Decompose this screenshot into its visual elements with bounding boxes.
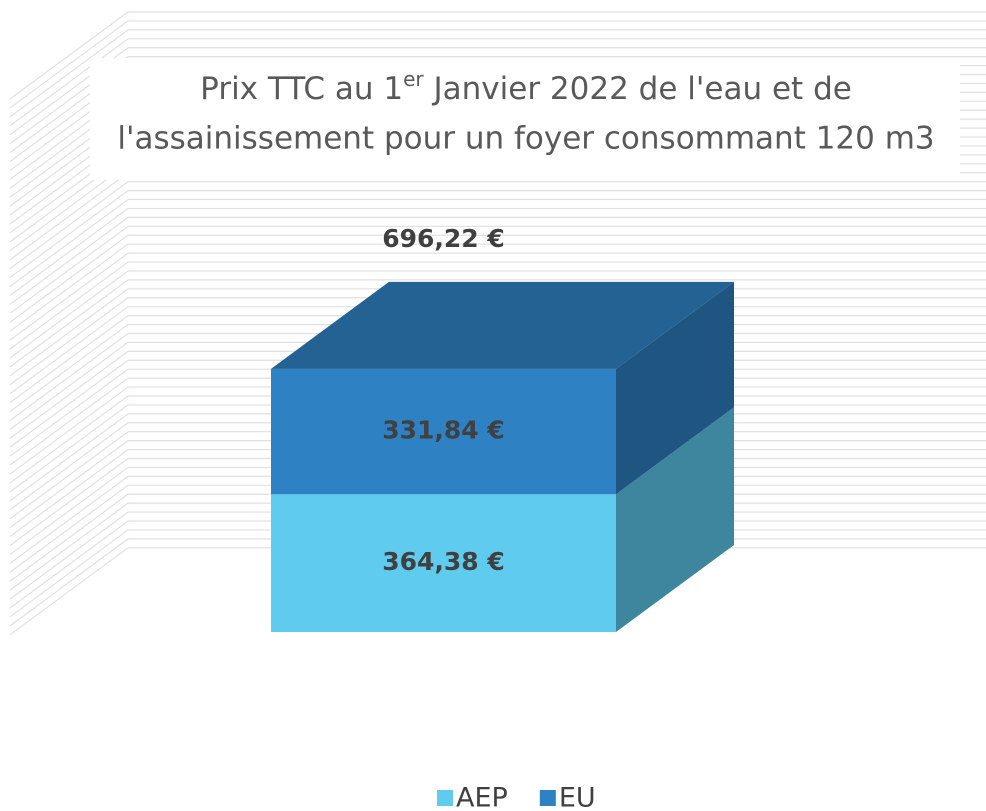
bar-top bbox=[271, 281, 734, 369]
value-label: 331,84 € bbox=[382, 416, 505, 445]
wall-line bbox=[9, 47, 986, 136]
title-part: Janvier 2022 de l'eau et de bbox=[424, 71, 852, 107]
chart-title: Prix TTC au 1er Janvier 2022 de l'eau et… bbox=[200, 67, 852, 107]
wall-line bbox=[9, 261, 986, 350]
wall-line bbox=[9, 20, 986, 109]
legend-swatch bbox=[539, 790, 556, 806]
wall-line bbox=[9, 207, 986, 296]
title-sup: er bbox=[403, 67, 424, 91]
title-box bbox=[90, 58, 960, 180]
wall-line bbox=[9, 198, 986, 288]
chart-title: l'assainissement pour un foyer consomman… bbox=[117, 121, 934, 157]
wall-line bbox=[9, 279, 986, 368]
legend-swatch bbox=[437, 790, 453, 806]
bar-side bbox=[616, 281, 734, 495]
legend-label: AEP bbox=[456, 783, 508, 811]
legend-label: EU bbox=[559, 783, 596, 811]
bar-front bbox=[271, 494, 616, 632]
wall-line bbox=[9, 190, 986, 279]
wall-line bbox=[9, 181, 986, 270]
wall-line bbox=[9, 252, 986, 341]
wall-line bbox=[9, 270, 986, 359]
wall-line bbox=[9, 225, 986, 314]
wall-line bbox=[9, 56, 986, 145]
value-label: 364,38 € bbox=[382, 547, 505, 576]
bar-front bbox=[271, 368, 616, 495]
title-part: Prix TTC au 1 bbox=[200, 71, 403, 107]
wall-line bbox=[9, 11, 986, 100]
bar-side bbox=[616, 407, 734, 632]
wall-line bbox=[9, 216, 986, 305]
wall-line bbox=[9, 234, 986, 323]
wall-line bbox=[9, 243, 986, 332]
wall-line bbox=[9, 38, 986, 127]
total-label: 696,22 € bbox=[382, 224, 505, 253]
wall-line bbox=[9, 29, 986, 118]
